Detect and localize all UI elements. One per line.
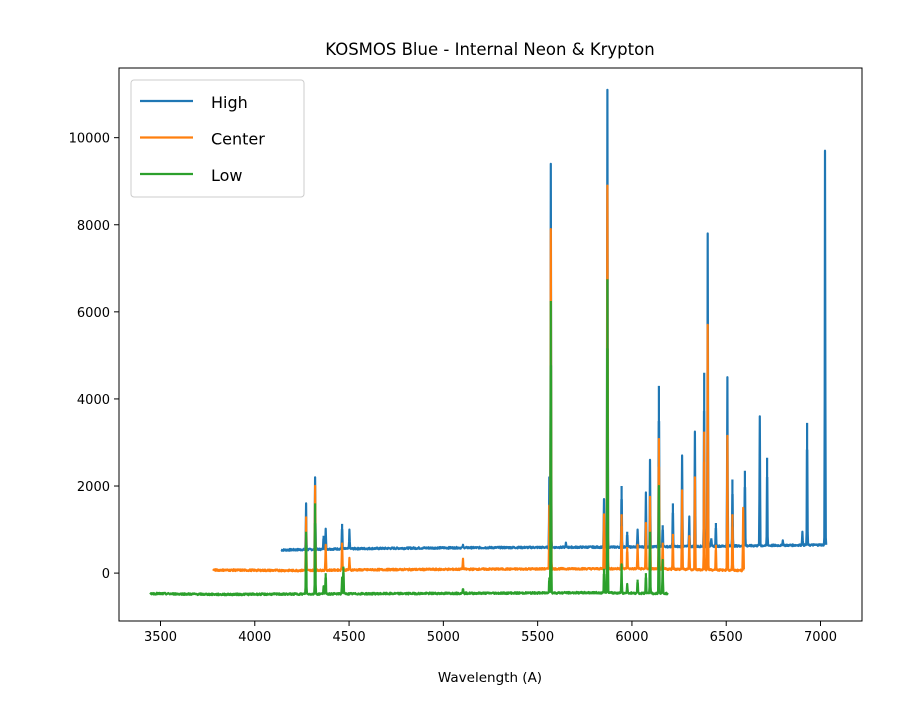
- x-axis-label: Wavelength (A): [438, 670, 542, 686]
- y-tick-label: 0: [102, 567, 110, 582]
- x-tick-label: 7000: [804, 630, 837, 645]
- plot-frame: [118, 67, 863, 622]
- y-tick-label: 4000: [77, 393, 110, 408]
- x-tick-label: 5000: [427, 630, 460, 645]
- series-line-low: [149, 279, 669, 597]
- y-tick-label: 2000: [77, 480, 110, 495]
- x-axis: 3500 4000 4500 5000 5500 6000 6500 7000: [144, 621, 837, 645]
- legend: High Center Low: [130, 79, 305, 198]
- y-tick-label: 10000: [69, 132, 110, 147]
- x-tick-label: 6000: [615, 630, 648, 645]
- y-tick-label: 8000: [77, 219, 110, 234]
- y-axis: 0 2000 4000 6000 8000 10000: [69, 132, 119, 582]
- plot-area: [149, 88, 828, 597]
- chart-title: KOSMOS Blue - Internal Neon & Krypton: [325, 40, 654, 59]
- series-line-center: [212, 184, 745, 573]
- x-tick-label: 4500: [333, 630, 366, 645]
- legend-box: [130, 79, 305, 198]
- y-tick-label: 6000: [77, 306, 110, 321]
- legend-label-high: High: [211, 93, 248, 112]
- x-tick-label: 4000: [238, 630, 271, 645]
- x-tick-label: 6500: [710, 630, 743, 645]
- legend-label-center: Center: [211, 130, 265, 149]
- series-line-high: [280, 88, 828, 552]
- legend-label-low: Low: [211, 166, 243, 185]
- x-tick-label: 3500: [144, 630, 177, 645]
- x-tick-label: 5500: [521, 630, 554, 645]
